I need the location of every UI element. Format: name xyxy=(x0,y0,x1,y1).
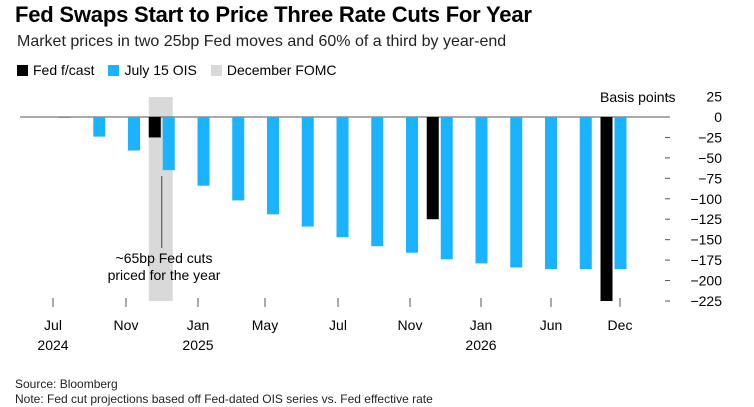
x-tick-label: Jan xyxy=(470,317,493,333)
ois-bar xyxy=(267,117,279,215)
ois-bar xyxy=(545,117,557,270)
ois-bar xyxy=(232,117,245,201)
y-tick-label: −225 xyxy=(690,293,722,309)
ois-bar xyxy=(128,117,140,151)
chart-subtitle: Market prices in two 25bp Fed moves and … xyxy=(17,33,507,50)
y-tick-label: −150 xyxy=(690,232,722,248)
legend-label-fed-forecast: Fed f/cast xyxy=(33,62,95,78)
ois-bar xyxy=(162,117,175,171)
fed-forecast-bar xyxy=(426,117,439,220)
legend-item-december-fomc: December FOMC xyxy=(210,62,337,78)
y-axis-units-label: Basis points xyxy=(600,89,676,105)
x-year-label: 2026 xyxy=(465,337,496,353)
ois-bar xyxy=(371,117,384,247)
fed-forecast-bar xyxy=(148,117,161,138)
ois-bar xyxy=(406,117,418,253)
annotation-text-line-2: priced for the year xyxy=(108,267,221,283)
legend-label-december-fomc: December FOMC xyxy=(226,62,337,78)
footnote: Note: Fed cut projections based off Fed-… xyxy=(15,392,433,406)
annotation-text-line-1: ~65bp Fed cuts xyxy=(116,250,213,266)
y-tick-label: 25 xyxy=(706,89,722,105)
ois-bar xyxy=(475,117,488,264)
x-tick-label: Jul xyxy=(44,317,62,333)
legend-item-fed-forecast: Fed f/cast xyxy=(17,62,94,78)
ois-bar xyxy=(58,117,71,118)
x-year-label: 2025 xyxy=(182,337,213,353)
y-tick-label: −200 xyxy=(690,273,722,289)
ois-bar xyxy=(336,117,349,238)
legend-item-ois: July 15 OIS xyxy=(108,62,197,78)
ois-bar xyxy=(579,117,592,270)
y-tick-label: 0 xyxy=(714,109,722,125)
y-tick-label: −25 xyxy=(698,129,722,145)
ois-bar xyxy=(93,117,106,137)
x-tick-label: Jul xyxy=(329,317,347,333)
legend-swatch-fed-forecast xyxy=(17,64,28,76)
fed-forecast-bar xyxy=(600,117,613,301)
x-year-label: 2024 xyxy=(37,337,68,353)
legend-label-ois: July 15 OIS xyxy=(124,62,197,78)
x-tick-label: May xyxy=(252,317,278,333)
ois-bar xyxy=(197,117,210,186)
legend-swatch-december-fomc xyxy=(210,64,222,76)
ois-bar xyxy=(301,117,314,227)
legend-swatch-ois xyxy=(108,64,120,76)
ois-bar xyxy=(614,117,627,270)
y-tick-label: −125 xyxy=(690,211,722,227)
ois-bar xyxy=(440,117,453,260)
y-tick-label: −100 xyxy=(690,191,722,207)
y-tick-label: −50 xyxy=(698,150,722,166)
chart-title: Fed Swaps Start to Price Three Rate Cuts… xyxy=(15,2,532,27)
x-tick-label: Dec xyxy=(608,317,633,333)
legend: Fed f/cast July 15 OIS December FOMC xyxy=(17,62,351,78)
x-tick-label: Jan xyxy=(187,317,210,333)
x-tick-label: Nov xyxy=(398,317,423,333)
x-tick-label: Jun xyxy=(540,317,563,333)
x-tick-label: Nov xyxy=(114,317,139,333)
y-tick-label: −175 xyxy=(690,252,722,268)
y-tick-label: −75 xyxy=(698,170,722,186)
source-note: Source: Bloomberg xyxy=(15,377,118,391)
ois-bar xyxy=(510,117,523,268)
